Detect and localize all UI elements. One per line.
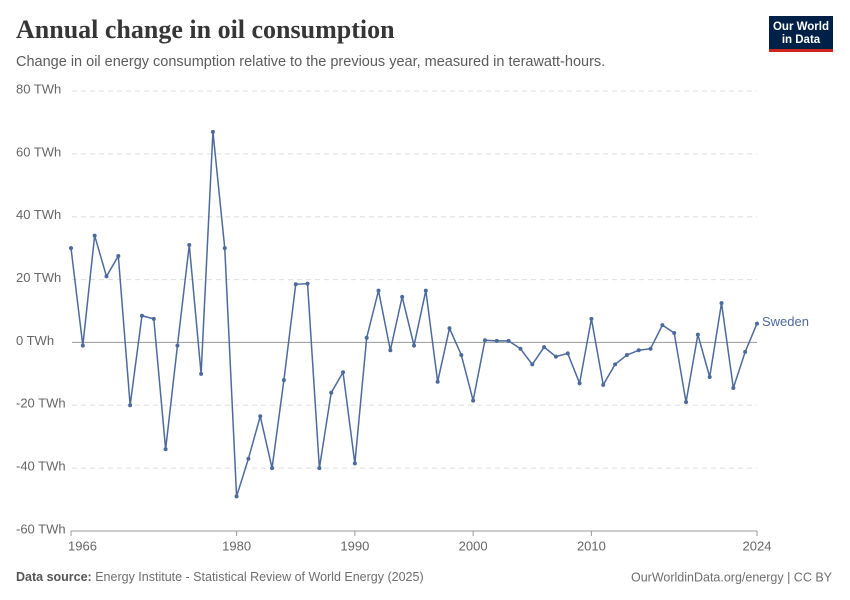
point	[258, 414, 263, 419]
point	[707, 375, 712, 379]
x-tick-label: 1966	[68, 538, 97, 553]
y-tick-label: -60 TWh	[16, 521, 66, 536]
point	[589, 316, 594, 321]
point	[518, 346, 523, 351]
point	[412, 343, 416, 348]
logo-text: Our World	[773, 21, 829, 33]
point	[329, 390, 334, 395]
point	[506, 338, 511, 343]
point	[199, 371, 204, 376]
point	[341, 370, 346, 375]
footer-license[interactable]: OurWorldinData.org/energy | CC BY	[631, 570, 833, 584]
point	[695, 332, 700, 337]
point	[601, 382, 606, 387]
source: Energy Institute - Statistical Review of…	[95, 570, 423, 584]
point	[80, 343, 85, 348]
point	[459, 353, 464, 357]
line	[70, 131, 758, 497]
point	[175, 343, 180, 348]
y-tick-label: -20 TWh	[16, 396, 66, 411]
y-tick-label: 60 TWh	[16, 144, 61, 159]
point	[565, 351, 570, 356]
x-tick-label: 2010	[577, 538, 606, 553]
point	[613, 362, 618, 367]
point	[719, 301, 724, 306]
point	[731, 386, 736, 390]
point	[553, 354, 558, 359]
series-label: Sweden	[762, 314, 809, 329]
point	[69, 246, 73, 251]
point	[542, 345, 547, 350]
point	[293, 282, 298, 287]
point	[92, 233, 97, 238]
point	[234, 494, 239, 499]
y-tick-label: 40 TWh	[16, 207, 61, 222]
chart-title: Annual change in oil consumption	[16, 15, 395, 44]
point	[364, 335, 369, 340]
y-tick-label: 20 TWh	[16, 270, 61, 285]
point	[636, 348, 641, 353]
point	[116, 254, 121, 258]
point	[471, 398, 476, 403]
point	[684, 400, 689, 405]
chart-subtitle: Change in oil energy consumption relativ…	[16, 54, 605, 70]
point	[755, 321, 759, 326]
point	[743, 349, 748, 354]
point	[305, 281, 310, 286]
point	[482, 338, 487, 343]
source-label: Data source:	[16, 570, 92, 584]
point	[447, 326, 452, 331]
y-tick-label: 80 TWh	[16, 81, 61, 96]
logo[interactable]: Our World in Data	[769, 16, 833, 52]
y-tick-label: 0 TWh	[16, 333, 54, 348]
point	[435, 379, 440, 384]
point	[317, 466, 322, 471]
point	[139, 313, 144, 318]
point	[530, 362, 535, 367]
point	[222, 246, 227, 251]
point	[577, 381, 582, 386]
y-tick-label: -40 TWh	[16, 459, 66, 474]
point	[104, 274, 109, 279]
point	[423, 288, 428, 293]
x-tick-label: 1980	[222, 538, 251, 553]
point	[246, 456, 251, 461]
point	[187, 243, 192, 247]
point	[494, 338, 499, 343]
logo-bar	[769, 49, 833, 52]
point	[388, 348, 393, 353]
point	[376, 288, 381, 293]
point	[352, 461, 357, 466]
logo-text: in Data	[782, 34, 821, 46]
point	[210, 129, 215, 134]
point	[624, 353, 629, 357]
point	[270, 466, 275, 471]
point	[151, 316, 156, 321]
logo-box	[769, 16, 833, 52]
x-tick-label: 1990	[340, 538, 369, 553]
point	[648, 346, 653, 351]
x-tick-label: 2000	[459, 538, 488, 553]
point	[281, 378, 286, 383]
x-tick-label: 2024	[743, 538, 772, 553]
point	[163, 447, 168, 452]
point	[672, 331, 677, 335]
point	[660, 323, 665, 328]
point	[128, 403, 133, 408]
point	[400, 294, 405, 299]
footer-source: Data source: Energy Institute - Statisti…	[16, 570, 424, 584]
